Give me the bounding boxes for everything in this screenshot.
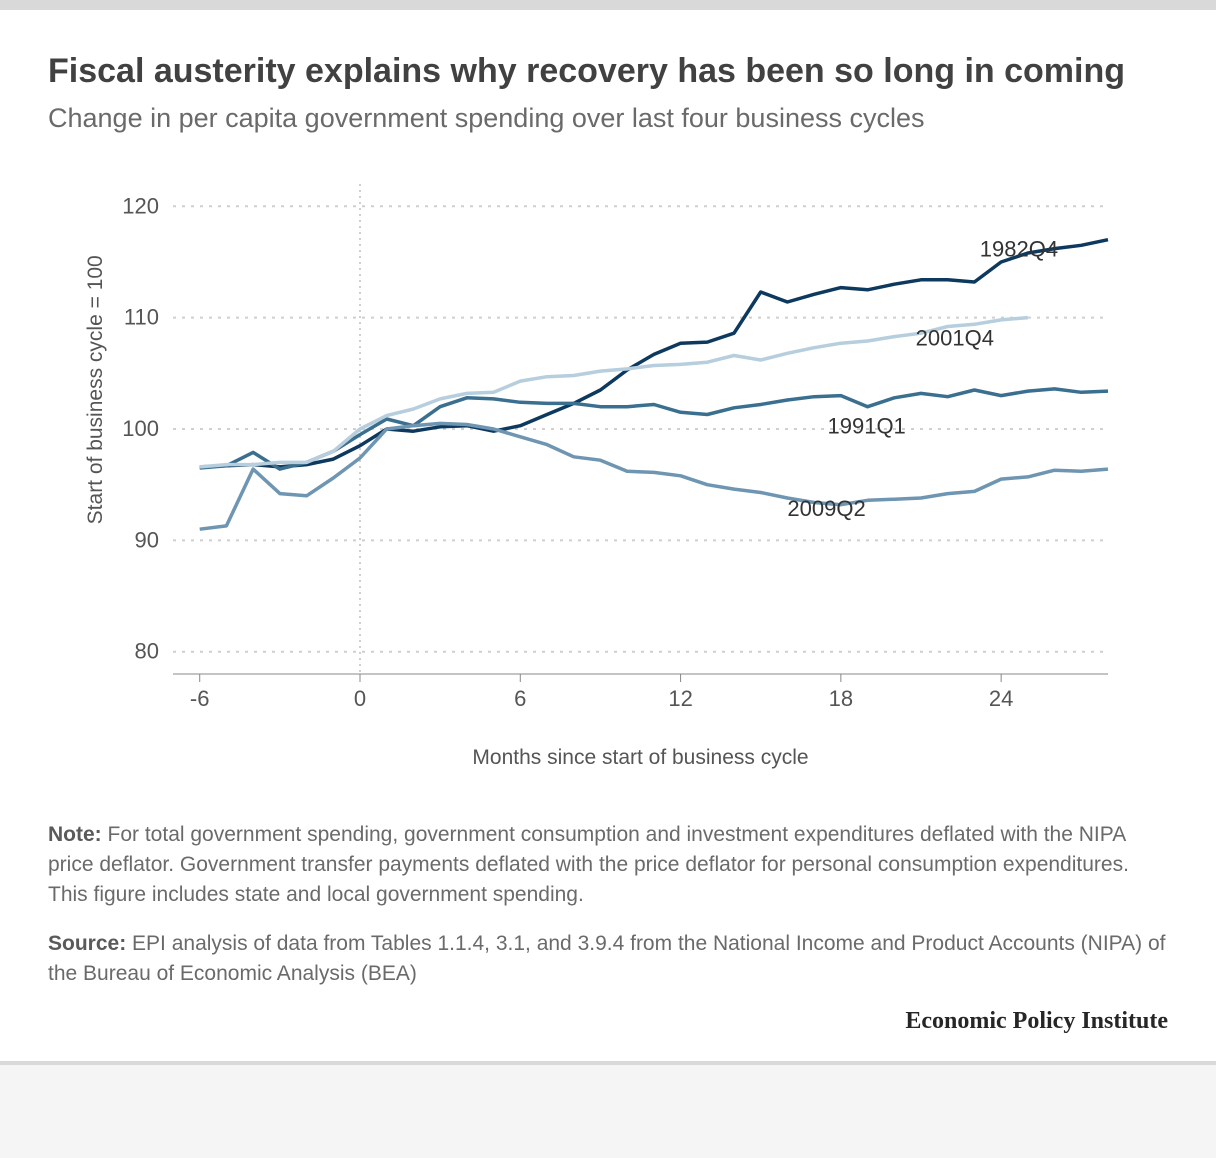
line-chart: 80 90 100 110 120 -6 0 6 12 18 24 1982Q4 1991Q1 2001Q…	[78, 164, 1138, 784]
svg-text:-6: -6	[190, 686, 210, 711]
svg-text:6: 6	[514, 686, 526, 711]
y-axis-title: Start of business cycle = 100	[84, 255, 107, 524]
series-2009Q2	[200, 423, 1108, 529]
series-label-2009Q2: 2009Q2	[787, 495, 865, 520]
svg-text:18: 18	[829, 686, 853, 711]
series-label-2001Q4: 2001Q4	[916, 325, 994, 350]
svg-text:100: 100	[122, 416, 159, 441]
series-label-1991Q1: 1991Q1	[828, 413, 906, 438]
svg-text:80: 80	[135, 638, 159, 663]
chart-title: Fiscal austerity explains why recovery h…	[48, 50, 1168, 93]
note-text: For total government spending, governmen…	[48, 823, 1129, 907]
attribution: Economic Policy Institute	[48, 1008, 1168, 1041]
series-1982Q4	[200, 239, 1108, 466]
svg-text:90: 90	[135, 527, 159, 552]
svg-text:110: 110	[124, 304, 159, 329]
chart-area: 80 90 100 110 120 -6 0 6 12 18 24 1982Q4 1991Q1 2001Q…	[48, 164, 1168, 784]
source-label: Source:	[48, 932, 126, 955]
chart-subtitle: Change in per capita government spending…	[48, 103, 1168, 134]
note-label: Note:	[48, 823, 102, 846]
x-axis-title: Months since start of business cycle	[472, 746, 808, 769]
series-2001Q4	[200, 317, 1028, 466]
source-text: EPI analysis of data from Tables 1.1.4, …	[48, 932, 1165, 985]
svg-text:0: 0	[354, 686, 366, 711]
chart-notes: Note: For total government spending, gov…	[48, 820, 1168, 990]
svg-text:120: 120	[122, 193, 159, 218]
series-label-1982Q4: 1982Q4	[980, 236, 1058, 261]
svg-text:12: 12	[668, 686, 692, 711]
chart-card: Fiscal austerity explains why recovery h…	[0, 0, 1216, 1065]
svg-text:24: 24	[989, 686, 1013, 711]
